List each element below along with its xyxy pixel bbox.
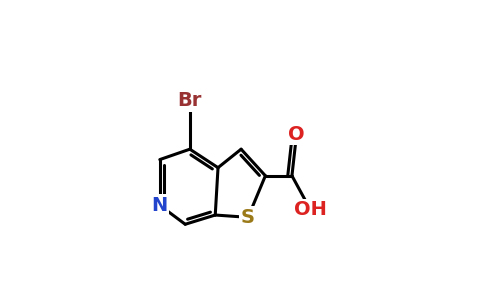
- Text: OH: OH: [294, 200, 327, 219]
- Text: O: O: [288, 125, 305, 144]
- Text: S: S: [241, 208, 255, 227]
- Text: N: N: [151, 196, 168, 215]
- Text: Br: Br: [178, 91, 202, 110]
